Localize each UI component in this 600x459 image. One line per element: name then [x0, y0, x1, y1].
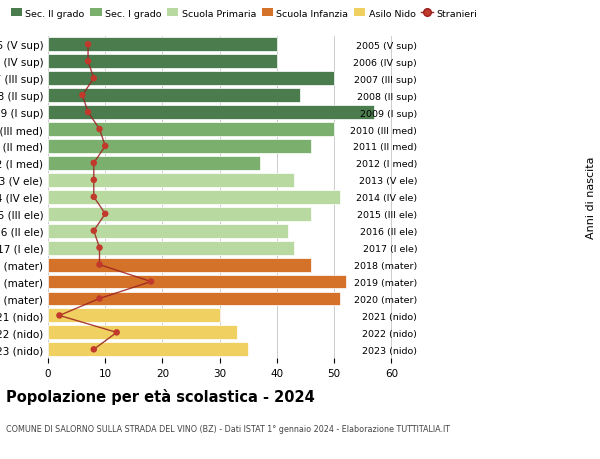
Point [89, 228, 98, 235]
Text: Anni di nascita: Anni di nascita [586, 156, 596, 239]
Point [146, 278, 156, 285]
Bar [48, 258, 311, 272]
Point [95, 261, 104, 269]
Bar [48, 342, 248, 357]
Point [89, 177, 98, 184]
Bar [48, 140, 311, 154]
Bar [48, 174, 294, 187]
Bar [48, 123, 334, 137]
Text: Popolazione per età scolastica - 2024: Popolazione per età scolastica - 2024 [6, 388, 315, 404]
Point [83, 41, 93, 49]
Point [55, 312, 64, 319]
Bar [48, 106, 374, 120]
Point [89, 160, 98, 167]
Bar [48, 309, 220, 323]
Point [112, 329, 121, 336]
Bar [48, 275, 346, 289]
Bar [48, 55, 277, 69]
Bar [48, 72, 334, 86]
Point [100, 211, 110, 218]
Bar [48, 89, 300, 103]
Bar [48, 292, 340, 306]
Bar [48, 157, 260, 170]
Bar [48, 207, 311, 221]
Point [95, 295, 104, 302]
Bar [48, 38, 277, 52]
Point [95, 245, 104, 252]
Point [77, 92, 87, 100]
Point [100, 143, 110, 150]
Bar [48, 224, 289, 238]
Point [89, 346, 98, 353]
Point [95, 126, 104, 134]
Bar [48, 190, 340, 204]
Legend: Sec. II grado, Sec. I grado, Scuola Primaria, Scuola Infanzia, Asilo Nido, Stran: Sec. II grado, Sec. I grado, Scuola Prim… [11, 9, 476, 18]
Point [83, 109, 93, 117]
Bar [48, 326, 237, 340]
Point [89, 75, 98, 83]
Text: COMUNE DI SALORNO SULLA STRADA DEL VINO (BZ) - Dati ISTAT 1° gennaio 2024 - Elab: COMUNE DI SALORNO SULLA STRADA DEL VINO … [6, 425, 450, 434]
Bar [48, 241, 294, 255]
Point [83, 58, 93, 66]
Point [89, 194, 98, 201]
